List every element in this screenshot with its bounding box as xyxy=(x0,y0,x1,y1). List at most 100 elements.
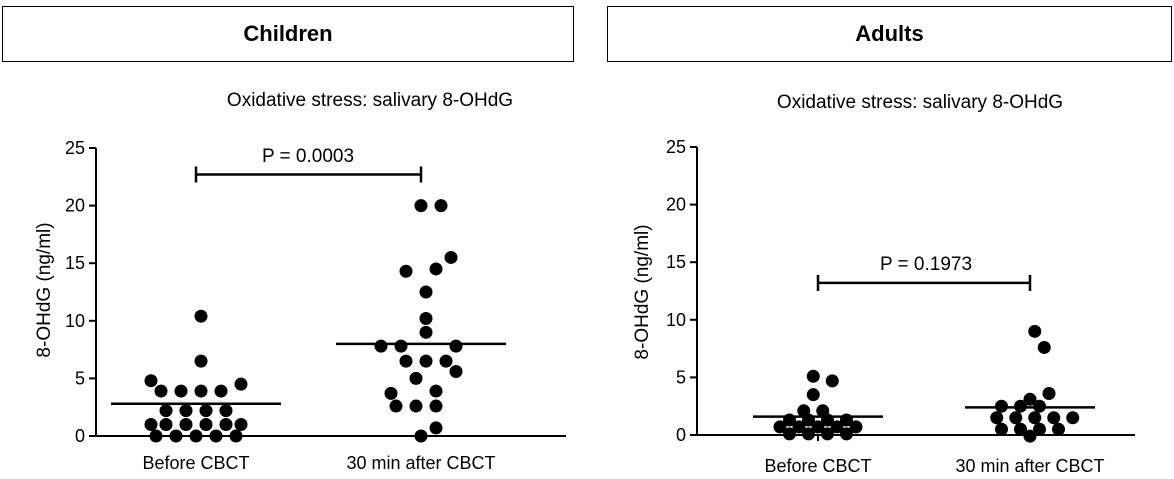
children-data-point xyxy=(199,404,213,418)
children-data-point xyxy=(194,309,208,323)
adults-panel-title: Adults xyxy=(855,21,924,46)
children-data-point xyxy=(214,384,228,398)
children-data-point xyxy=(179,417,193,431)
adults-data-point xyxy=(1033,422,1046,436)
children-data-point xyxy=(189,429,203,443)
children-data-point xyxy=(169,429,183,443)
adults-data-point xyxy=(990,411,1004,425)
children-data-point xyxy=(409,399,423,413)
children-data-point xyxy=(149,429,163,443)
adults-data-point xyxy=(821,427,834,441)
adults-data-point xyxy=(783,427,796,441)
children-panel-header: Children xyxy=(2,6,574,62)
children-data-point xyxy=(394,339,408,353)
children-y-tick-label: 0 xyxy=(75,426,85,446)
adults-category-after: 30 min after CBCT xyxy=(955,456,1104,476)
children-data-point xyxy=(419,311,433,325)
adults-y-axis-label: 8-OHdG (ng/ml) xyxy=(632,224,653,359)
adults-data-point xyxy=(1014,422,1027,436)
adults-data-point xyxy=(849,420,863,434)
children-data-point xyxy=(159,417,173,431)
adults-data-point xyxy=(797,404,811,418)
adults-data-point xyxy=(1037,340,1051,354)
children-data-point xyxy=(439,354,453,368)
adults-data-point xyxy=(1047,411,1061,425)
children-data-point xyxy=(194,384,208,398)
children-data-point xyxy=(219,404,233,418)
children-y-axis-label: 8-OHdG (ng/ml) xyxy=(34,222,55,357)
children-data-point xyxy=(219,417,233,431)
adults-data-point xyxy=(995,422,1008,436)
adults-data-point xyxy=(1023,392,1037,406)
children-data-point xyxy=(374,339,388,353)
children-data-point xyxy=(449,339,463,353)
children-data-point xyxy=(449,364,463,378)
children-data-point xyxy=(444,250,458,264)
children-data-point xyxy=(414,199,428,213)
adults-data-point xyxy=(840,427,853,441)
adults-data-point xyxy=(1042,387,1056,401)
children-y-tick-label: 20 xyxy=(65,196,85,216)
children-data-point xyxy=(159,404,173,418)
adults-data-point xyxy=(802,427,815,441)
children-y-tick-label: 25 xyxy=(65,138,85,158)
children-data-point xyxy=(144,417,158,431)
children-p-value: P = 0.0003 xyxy=(262,146,354,167)
children-data-point xyxy=(409,371,423,385)
adults-data-point xyxy=(792,420,806,434)
children-data-point xyxy=(389,399,403,413)
adults-data-point xyxy=(773,420,787,434)
children-data-point xyxy=(429,421,443,435)
adults-data-point xyxy=(1009,411,1023,425)
adults-category-before: Before CBCT xyxy=(764,456,871,476)
adults-data-point xyxy=(806,388,820,402)
adults-data-point xyxy=(1028,411,1042,425)
children-chart-title: Oxidative stress: salivary 8-OHdG xyxy=(227,90,513,111)
children-data-point xyxy=(429,262,443,276)
children-y-tick-label: 15 xyxy=(65,253,85,273)
children-data-point xyxy=(399,354,413,368)
adults-y-tick-label: 15 xyxy=(666,252,686,272)
children-y-tick-label: 5 xyxy=(75,368,85,388)
children-data-point xyxy=(429,399,443,413)
children-panel-title: Children xyxy=(243,21,333,46)
adults-data-point xyxy=(816,404,830,418)
adults-data-point xyxy=(1066,411,1080,425)
children-data-point xyxy=(419,285,433,299)
adults-data-point xyxy=(811,420,825,434)
children-data-point xyxy=(234,417,248,431)
adults-data-point xyxy=(1023,429,1037,443)
adults-y-tick-label: 5 xyxy=(676,367,686,387)
adults-data-point xyxy=(1052,422,1065,436)
children-data-point xyxy=(144,374,158,388)
children-category-after: 30 min after CBCT xyxy=(346,453,495,473)
children-data-point xyxy=(429,384,443,398)
children-data-point xyxy=(234,377,248,391)
children-data-point xyxy=(154,384,168,398)
children-category-before: Before CBCT xyxy=(142,453,249,473)
adults-chart-title: Oxidative stress: salivary 8-OHdG xyxy=(777,92,1063,113)
children-data-point xyxy=(414,429,428,443)
adults-plot-area: 0 5 10 15 20 25 xyxy=(666,137,1135,445)
children-data-point xyxy=(419,354,433,368)
children-data-point xyxy=(229,429,243,443)
children-data-point xyxy=(419,325,433,339)
adults-y-tick-label: 10 xyxy=(666,310,686,330)
children-data-point xyxy=(434,199,448,213)
adults-y-tick-label: 20 xyxy=(666,195,686,215)
children-data-point xyxy=(179,404,193,418)
children-data-point xyxy=(199,417,213,431)
adults-data-point xyxy=(830,420,844,434)
children-data-point xyxy=(209,429,223,443)
children-data-point xyxy=(399,264,413,278)
adults-panel-header: Adults xyxy=(607,6,1172,62)
adults-y-tick-label: 0 xyxy=(676,425,686,445)
children-y-tick-label: 10 xyxy=(65,311,85,331)
children-data-point xyxy=(174,384,188,398)
children-data-point xyxy=(384,386,398,400)
children-data-point xyxy=(194,354,208,368)
adults-data-point xyxy=(1028,324,1042,338)
adults-y-tick-label: 25 xyxy=(666,137,686,157)
children-plot-area: 0 5 10 15 20 25 xyxy=(65,138,566,446)
